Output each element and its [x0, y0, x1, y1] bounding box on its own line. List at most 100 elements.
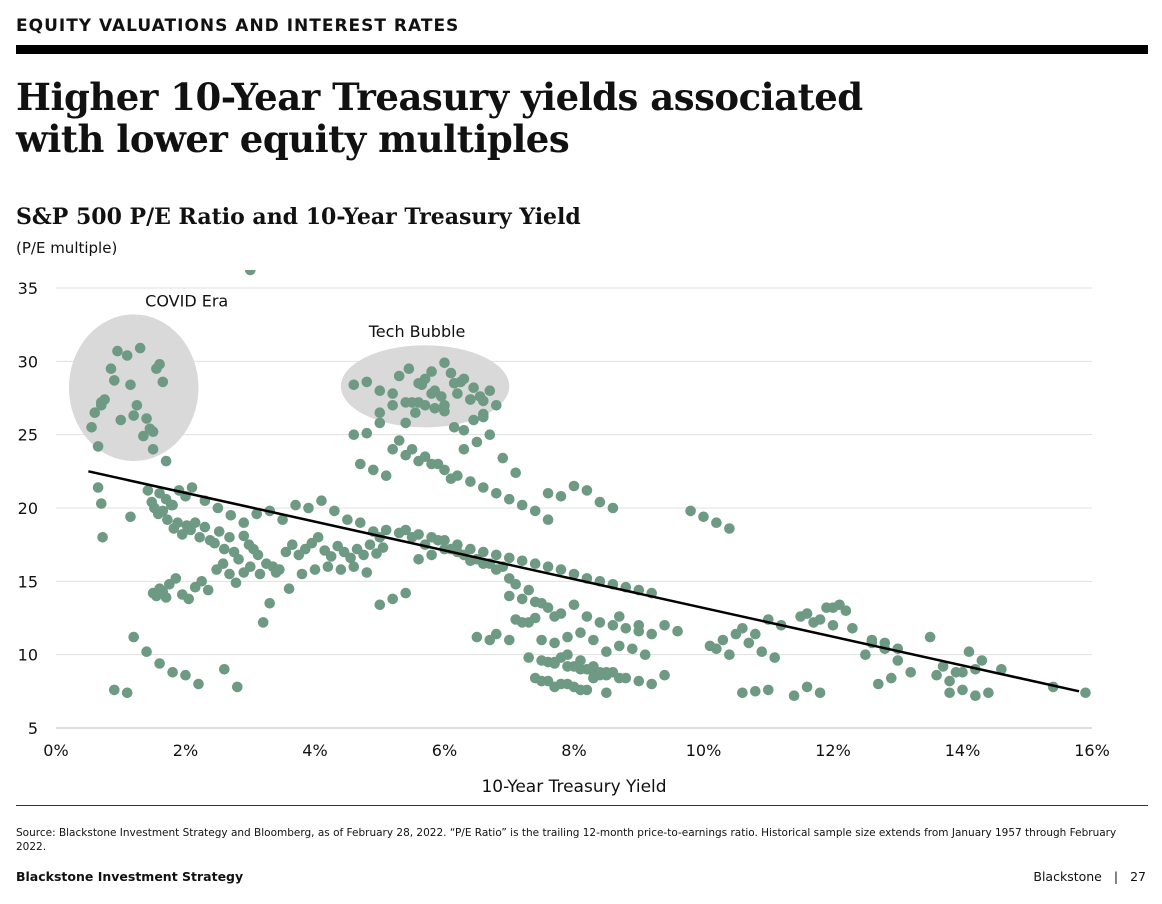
data-point [905, 667, 916, 678]
data-point [672, 625, 683, 637]
data-point [562, 631, 573, 643]
data-point [465, 555, 476, 567]
bottom-rule [16, 805, 1148, 806]
data-point [536, 598, 547, 609]
data-point [452, 539, 463, 550]
data-point [86, 422, 97, 433]
data-point [264, 598, 276, 609]
data-point [92, 482, 104, 493]
data-point [131, 400, 143, 411]
x-tick-label: 14% [945, 741, 981, 760]
data-point [400, 587, 412, 599]
data-point [219, 543, 230, 555]
y-tick-label: 5 [28, 719, 38, 738]
data-point [445, 367, 457, 379]
data-point [348, 561, 360, 572]
data-point [529, 505, 541, 517]
data-point [756, 646, 768, 657]
data-point [413, 554, 424, 565]
data-point [465, 394, 476, 405]
data-point [426, 549, 437, 561]
data-point [199, 521, 211, 533]
data-point [937, 661, 949, 672]
data-point [504, 552, 515, 564]
data-point [183, 593, 194, 605]
data-point [361, 427, 373, 439]
footer-strategy-label: Blackstone Investment Strategy [16, 869, 244, 884]
data-point [429, 403, 441, 414]
data-point [465, 543, 476, 555]
data-point [788, 690, 800, 701]
data-point [406, 444, 418, 455]
data-point [245, 270, 256, 276]
data-point [568, 599, 580, 611]
data-point [99, 394, 110, 405]
footer-brand: Blackstone [1033, 869, 1102, 884]
data-point [458, 444, 470, 455]
data-point [361, 376, 373, 388]
data-point [325, 551, 337, 562]
data-point [594, 496, 606, 508]
data-point [345, 552, 356, 564]
data-point [588, 634, 599, 646]
data-point [873, 678, 884, 690]
data-point [516, 499, 528, 511]
data-point [549, 681, 560, 693]
data-point [121, 687, 133, 699]
data-point [406, 397, 418, 408]
x-tick-label: 4% [302, 741, 327, 760]
data-point [957, 667, 968, 678]
data-point [698, 511, 709, 523]
chart-gridlines [56, 287, 1092, 729]
data-point [549, 637, 560, 649]
x-tick-label: 16% [1074, 741, 1110, 760]
highlight-label: COVID Era [145, 291, 228, 310]
data-point [167, 499, 178, 511]
x-tick-label: 12% [815, 741, 851, 760]
data-point [581, 611, 593, 622]
data-point [109, 684, 120, 696]
data-point [737, 687, 748, 699]
data-point [1080, 687, 1091, 699]
x-tick-label: 10% [686, 741, 722, 760]
data-point [504, 634, 515, 646]
data-point [711, 517, 722, 528]
data-point [646, 628, 657, 640]
data-point [724, 649, 735, 660]
data-point [847, 623, 858, 634]
data-point [523, 652, 534, 663]
data-point [529, 612, 541, 624]
data-point [575, 684, 586, 696]
data-point [769, 652, 780, 663]
data-point [963, 646, 975, 657]
data-point [439, 405, 450, 417]
data-point [743, 637, 755, 649]
data-point [996, 664, 1007, 675]
data-point [128, 631, 139, 643]
data-point [516, 617, 528, 628]
data-point [976, 655, 988, 666]
data-point [213, 526, 225, 537]
data-point [180, 669, 191, 681]
data-point [478, 411, 489, 423]
data-point [177, 529, 188, 540]
data-point [154, 359, 165, 370]
data-point [277, 514, 288, 525]
x-tick-label: 6% [432, 741, 457, 760]
data-point [763, 684, 774, 696]
data-point [296, 568, 308, 580]
chart-y-unit-label: (P/E multiple) [16, 239, 118, 257]
data-point [419, 400, 431, 411]
data-point [355, 517, 366, 528]
data-point [400, 417, 412, 429]
data-point [287, 539, 298, 550]
section-label: EQUITY VALUATIONS AND INTEREST RATES [16, 16, 460, 36]
data-point [361, 567, 373, 578]
data-point [374, 417, 386, 429]
data-point [157, 505, 169, 517]
y-tick-label: 35 [18, 279, 38, 298]
data-point [225, 510, 237, 521]
data-point [413, 529, 424, 540]
data-point [125, 379, 136, 391]
data-point [529, 558, 541, 569]
